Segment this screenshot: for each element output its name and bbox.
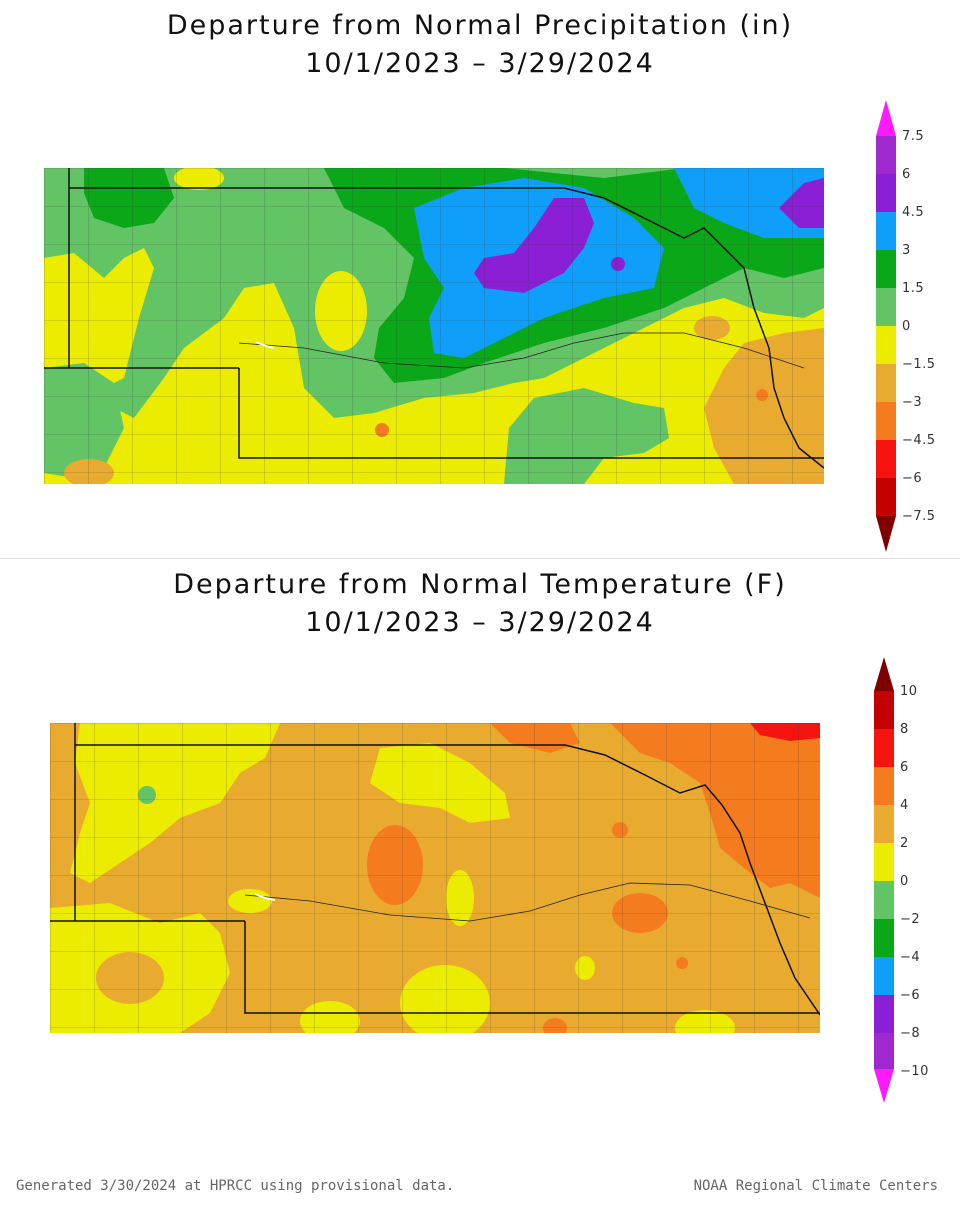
precip-legend-label: 4.5 [902, 205, 925, 220]
temp-legend-bar [874, 657, 894, 1103]
precip-legend-label: −1.5 [902, 357, 936, 372]
temp-legend-label: 0 [900, 874, 909, 889]
precip-legend-label: −6 [902, 471, 923, 486]
precip-legend-label: 6 [902, 167, 911, 182]
precip-map [44, 168, 824, 484]
temp-lake [254, 893, 276, 901]
temp-legend-label: 6 [900, 760, 909, 775]
temp-legend-swatch [874, 729, 894, 767]
precip-lake [255, 341, 275, 349]
precip-state-border [44, 168, 824, 469]
precip-legend-bar [876, 100, 896, 552]
precip-legend-swatch [876, 440, 896, 478]
temp-legend-label: 10 [900, 684, 918, 699]
temp-legend-label: 2 [900, 836, 909, 851]
temp-legend-swatch [874, 957, 894, 995]
temp-legend-swatch [874, 995, 894, 1033]
temp-legend-label: 8 [900, 722, 909, 737]
precip-legend-arrow-bottom [876, 516, 896, 552]
temperature-panel: Departure from Normal Temperature (F) 10… [0, 558, 960, 1214]
temp-legend-swatch [874, 767, 894, 805]
temp-legend-label: 4 [900, 798, 909, 813]
precip-legend-swatch [876, 174, 896, 212]
precip-legend-label: −7.5 [902, 509, 936, 524]
temp-legend-label: −4 [900, 950, 921, 965]
temp-date-range: 10/1/2023 – 3/29/2024 [305, 607, 655, 638]
precip-legend-swatch [876, 402, 896, 440]
temp-legend-swatch [874, 843, 894, 881]
precip-legend-swatch [876, 364, 896, 402]
precip-river [238, 332, 805, 369]
temp-legend-label: −10 [900, 1064, 929, 1079]
temp-legend-swatch [874, 805, 894, 843]
temp-legend-arrow-top [874, 657, 894, 691]
precip-legend-swatch [876, 250, 896, 288]
temp-legend-label: −8 [900, 1026, 921, 1041]
source-credit: NOAA Regional Climate Centers [693, 1178, 938, 1194]
temp-map [50, 723, 820, 1033]
temp-river [244, 882, 811, 922]
temp-legend-swatch [874, 1033, 894, 1069]
precip-legend-swatch [876, 478, 896, 516]
precip-title: Departure from Normal Precipitation (in) [166, 10, 794, 41]
precip-legend-label: 0 [902, 319, 911, 334]
precip-legend-label: 3 [902, 243, 911, 258]
temp-legend-swatch [874, 881, 894, 919]
precip-legend-arrow-top [876, 100, 896, 136]
temp-title: Departure from Normal Temperature (F) [173, 569, 787, 600]
precip-legend-label: 7.5 [902, 129, 925, 144]
generated-note: Generated 3/30/2024 at HPRCC using provi… [16, 1178, 455, 1194]
precip-legend-swatch [876, 212, 896, 250]
temp-legend-label: −2 [900, 912, 921, 927]
temp-legend-swatch [874, 691, 894, 729]
temp-legend-arrow-bottom [874, 1069, 894, 1103]
temp-legend-label: −6 [900, 988, 921, 1003]
precip-legend-label: −3 [902, 395, 923, 410]
precip-legend-label: 1.5 [902, 281, 925, 296]
temp-state-border [50, 723, 820, 1016]
precip-legend-swatch [876, 288, 896, 326]
precip-legend-label: −4.5 [902, 433, 936, 448]
precip-legend-swatch [876, 326, 896, 364]
temp-legend-swatch [874, 919, 894, 957]
precip-date-range: 10/1/2023 – 3/29/2024 [305, 48, 655, 79]
precipitation-panel: Departure from Normal Precipitation (in)… [0, 0, 960, 556]
precip-legend-swatch [876, 136, 896, 174]
